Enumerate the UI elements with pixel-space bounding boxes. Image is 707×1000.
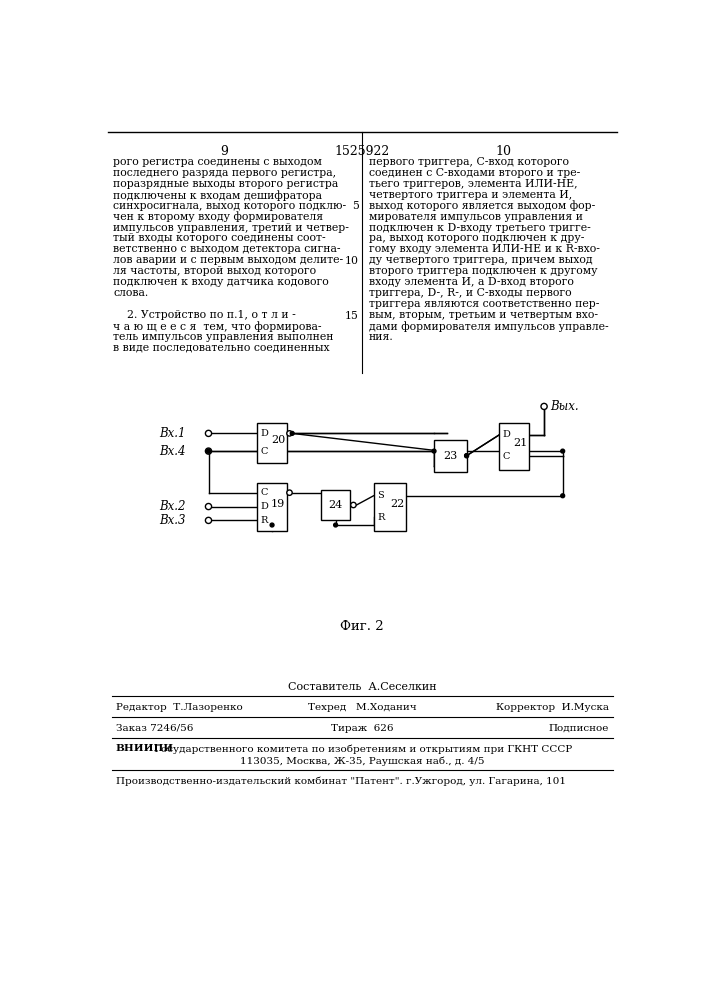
Text: Подписное: Подписное [549,724,609,733]
Text: гому входу элемента ИЛИ-НЕ и к R-вхо-: гому входу элемента ИЛИ-НЕ и к R-вхо- [369,244,600,254]
Text: второго триггера подключен к другому: второго триггера подключен к другому [369,266,597,276]
Text: Составитель  А.Сеселкин: Составитель А.Сеселкин [288,682,436,692]
Circle shape [464,454,469,458]
Text: соединен с С-входами второго и тре-: соединен с С-входами второго и тре- [369,168,580,178]
Circle shape [287,490,292,495]
Text: рого регистра соединены с выходом: рого регистра соединены с выходом [113,157,322,167]
Text: в виде последовательно соединенных: в виде последовательно соединенных [113,343,329,353]
Text: Государственного комитета по изобретениям и открытиям при ГКНТ СССР: Государственного комитета по изобретения… [151,744,573,754]
Text: C: C [260,447,268,456]
Circle shape [432,449,436,453]
Text: 21: 21 [513,438,527,448]
Text: Вых.: Вых. [550,400,579,413]
Text: подключен к входу датчика кодового: подключен к входу датчика кодового [113,277,329,287]
Bar [257,483,287,531]
Circle shape [270,523,274,527]
Bar [373,483,406,531]
Text: 22: 22 [390,499,404,509]
Text: R: R [260,516,268,525]
Circle shape [334,523,337,527]
Text: 20: 20 [271,435,285,445]
Text: C: C [260,488,268,497]
Text: последнего разряда первого регистра,: последнего разряда первого регистра, [113,168,337,178]
Circle shape [291,431,294,435]
Text: ра, выход которого подключен к дру-: ра, выход которого подключен к дру- [369,233,584,243]
Text: первого триггера, С-вход которого: первого триггера, С-вход которого [369,157,569,167]
Text: 10: 10 [495,145,511,158]
Text: слова.: слова. [113,288,148,298]
Text: поразрядные выходы второго регистра: поразрядные выходы второго регистра [113,179,339,189]
Text: Производственно-издательский комбинат "Патент". г.Ужгород, ул. Гагарина, 101: Производственно-издательский комбинат "П… [115,777,566,786]
Text: тый входы которого соединены соот-: тый входы которого соединены соот- [113,233,326,243]
Text: 1525922: 1525922 [334,145,390,158]
Circle shape [206,503,211,510]
Text: ВНИИПИ: ВНИИПИ [115,744,174,753]
Circle shape [206,449,211,453]
Text: ч а ю щ е е с я  тем, что формирова-: ч а ю щ е е с я тем, что формирова- [113,321,322,332]
Bar [321,490,351,520]
Text: мирователя импульсов управления и: мирователя импульсов управления и [369,212,583,222]
Text: импульсов управления, третий и четвер-: импульсов управления, третий и четвер- [113,223,349,233]
Circle shape [561,449,565,453]
Text: Вх.2: Вх.2 [159,500,185,513]
Text: ветственно с выходом детектора сигна-: ветственно с выходом детектора сигна- [113,244,341,254]
Text: 23: 23 [443,451,457,461]
Text: тьего триггеров, элемента ИЛИ-НЕ,: тьего триггеров, элемента ИЛИ-НЕ, [369,179,578,189]
Text: Заказ 7246/56: Заказ 7246/56 [115,724,193,733]
Text: Техред   М.Ходанич: Техред М.Ходанич [308,703,416,712]
Text: Вх.3: Вх.3 [159,514,185,527]
Text: R: R [378,513,385,522]
Bar [257,423,287,463]
Text: S: S [378,491,384,500]
Text: 2. Устройство по п.1, о т л и -: 2. Устройство по п.1, о т л и - [113,310,296,320]
Bar [499,423,529,470]
Text: Корректор  И.Муска: Корректор И.Муска [496,703,609,712]
Circle shape [351,502,356,508]
Text: Вх.4: Вх.4 [159,445,185,458]
Text: 19: 19 [271,499,285,509]
Text: вым, вторым, третьим и четвертым вхо-: вым, вторым, третьим и четвертым вхо- [369,310,598,320]
Text: дами формирователя импульсов управле-: дами формирователя импульсов управле- [369,321,609,332]
Circle shape [206,430,211,436]
Text: D: D [260,502,268,511]
Circle shape [206,517,211,523]
Text: синхросигнала, выход которого подклю-: синхросигнала, выход которого подклю- [113,201,346,211]
Text: C: C [502,452,510,461]
Text: триггера, D-, R-, и С-входы первого: триггера, D-, R-, и С-входы первого [369,288,571,298]
Text: чен к второму входу формирователя: чен к второму входу формирователя [113,212,323,222]
Text: 10: 10 [345,256,359,266]
Circle shape [541,403,547,410]
Text: D: D [260,429,268,438]
Circle shape [206,448,211,454]
Text: 15: 15 [345,311,359,321]
Text: Редактор  Т.Лазоренко: Редактор Т.Лазоренко [115,703,243,712]
Circle shape [206,449,211,453]
Text: 24: 24 [329,500,343,510]
Text: подключен к D-входу третьего тригге-: подключен к D-входу третьего тригге- [369,223,590,233]
Circle shape [561,494,565,498]
Bar [434,440,467,472]
Text: ля частоты, второй выход которого: ля частоты, второй выход которого [113,266,316,276]
Text: тель импульсов управления выполнен: тель импульсов управления выполнен [113,332,334,342]
Text: выход которого является выходом фор-: выход которого является выходом фор- [369,201,595,211]
Text: 9: 9 [220,145,228,158]
Text: Вх.1: Вх.1 [159,427,185,440]
Circle shape [464,454,469,458]
Text: четвертого триггера и элемента И,: четвертого триггера и элемента И, [369,190,572,200]
Text: ния.: ния. [369,332,394,342]
Text: 113035, Москва, Ж-35, Раушская наб., д. 4/5: 113035, Москва, Ж-35, Раушская наб., д. … [240,756,484,766]
Text: 5: 5 [352,201,359,211]
Text: Тираж  626: Тираж 626 [331,724,393,733]
Text: лов аварии и с первым выходом делите-: лов аварии и с первым выходом делите- [113,255,344,265]
Text: входу элемента И, а D-вход второго: входу элемента И, а D-вход второго [369,277,574,287]
Text: D: D [502,430,510,439]
Text: Фиг. 2: Фиг. 2 [340,620,384,634]
Text: триггера являются соответственно пер-: триггера являются соответственно пер- [369,299,600,309]
Text: подключены к входам дешифратора: подключены к входам дешифратора [113,190,322,201]
Text: ду четвертого триггера, причем выход: ду четвертого триггера, причем выход [369,255,592,265]
Circle shape [287,431,292,436]
